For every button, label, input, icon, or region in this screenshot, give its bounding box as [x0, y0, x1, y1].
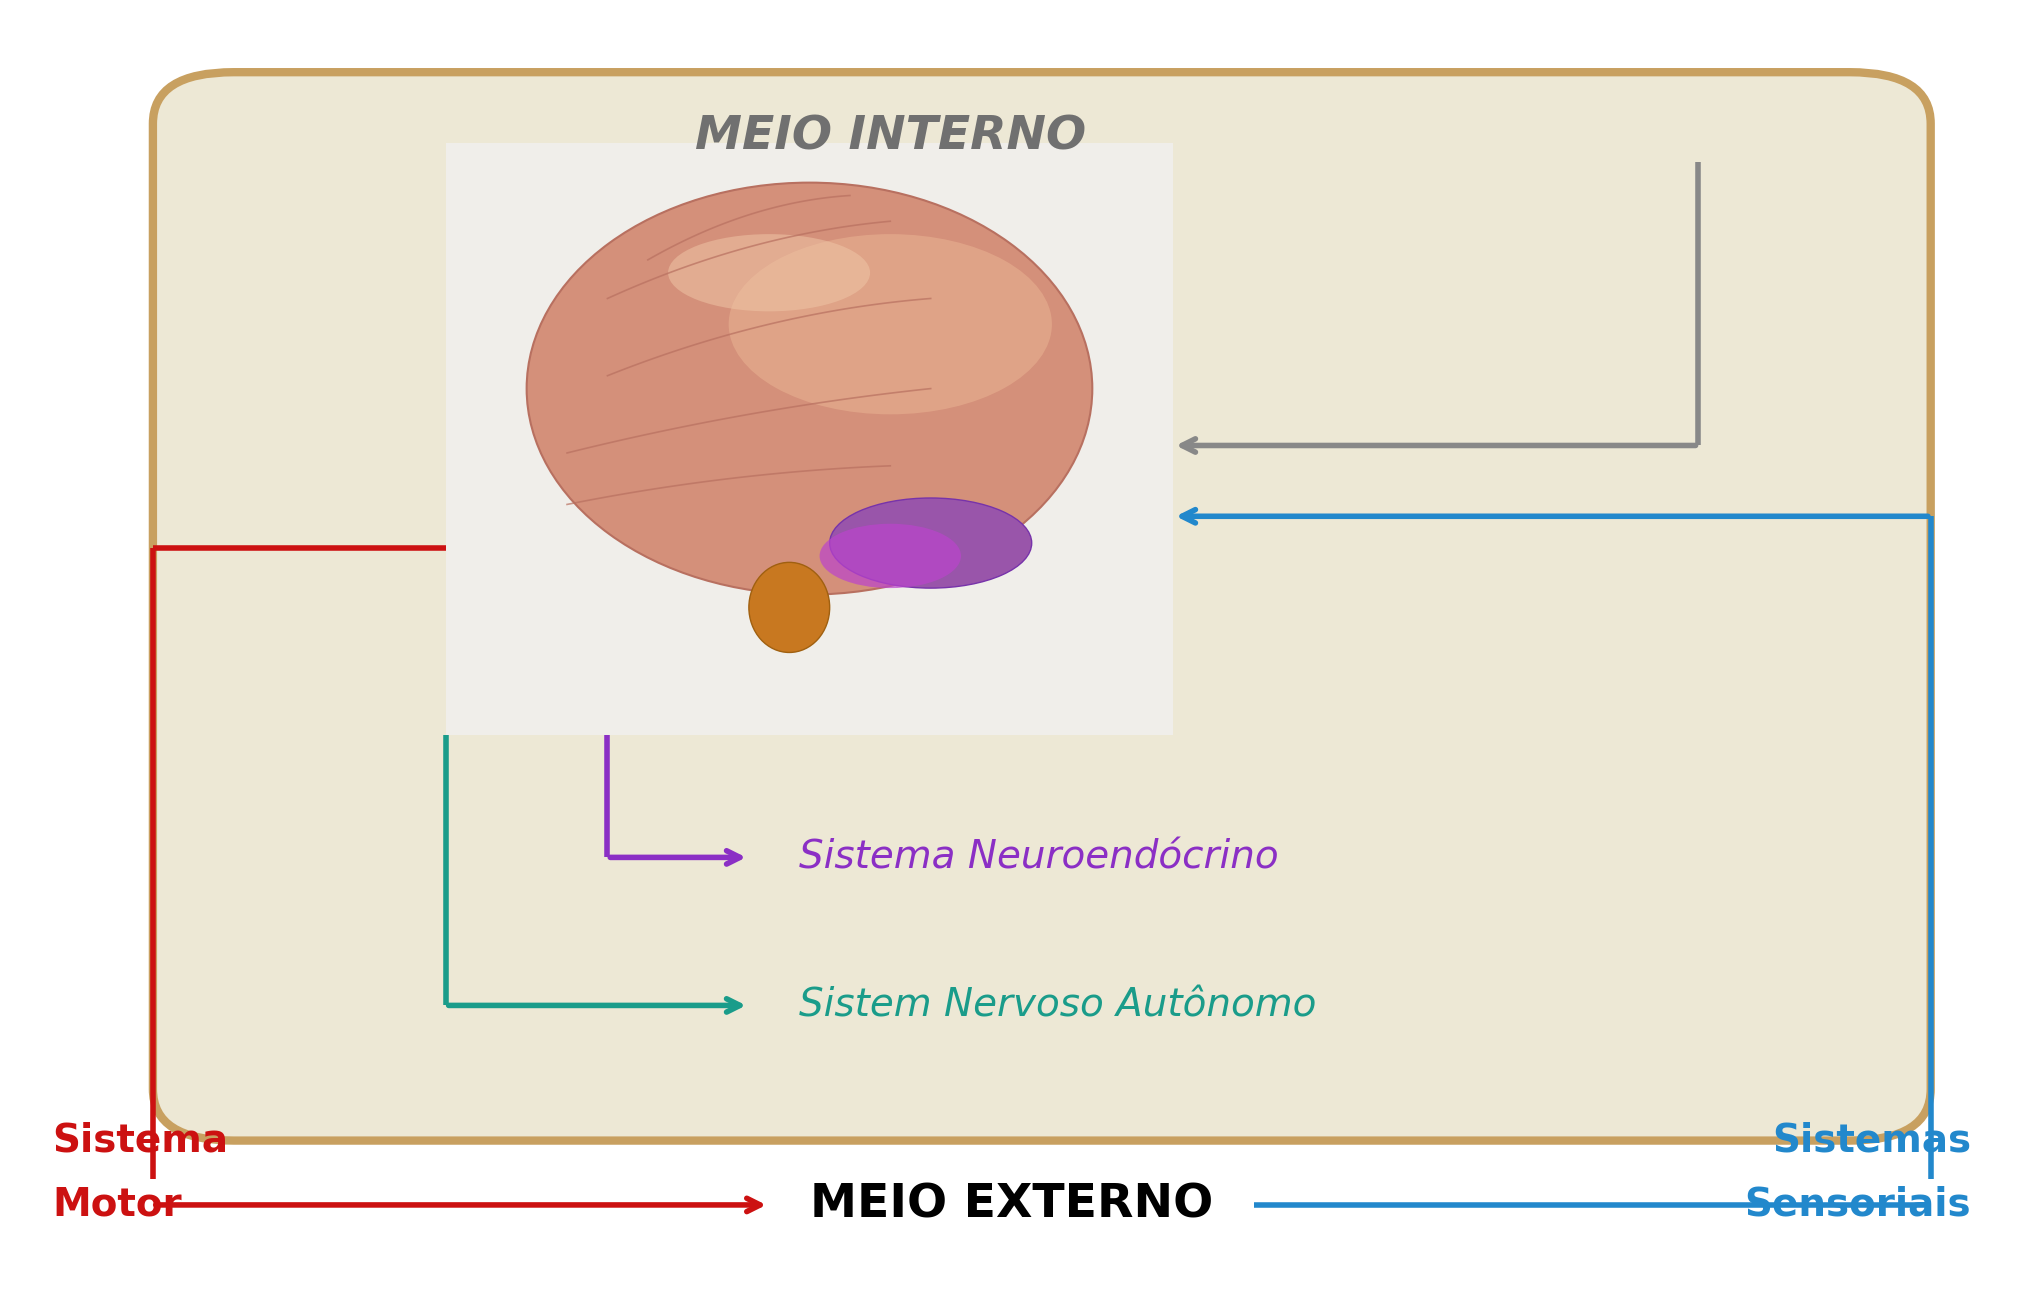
Text: MEIO EXTERNO: MEIO EXTERNO	[809, 1183, 1214, 1228]
Ellipse shape	[728, 233, 1052, 414]
Text: Motor: Motor	[53, 1186, 182, 1224]
Text: Sensoriais: Sensoriais	[1744, 1186, 1970, 1224]
Text: Sistema: Sistema	[53, 1121, 229, 1160]
Text: Sistem Nervoso Autônomo: Sistem Nervoso Autônomo	[799, 987, 1317, 1024]
Ellipse shape	[829, 498, 1032, 588]
Ellipse shape	[749, 562, 829, 653]
Ellipse shape	[819, 524, 961, 588]
Ellipse shape	[526, 183, 1092, 595]
Text: Sistemas: Sistemas	[1772, 1121, 1970, 1160]
FancyBboxPatch shape	[154, 72, 1930, 1140]
Bar	[445, 143, 1173, 735]
Ellipse shape	[668, 233, 870, 311]
Text: MEIO INTERNO: MEIO INTERNO	[694, 114, 1086, 159]
Text: Sistema Neuroendócrino: Sistema Neuroendócrino	[799, 838, 1279, 876]
